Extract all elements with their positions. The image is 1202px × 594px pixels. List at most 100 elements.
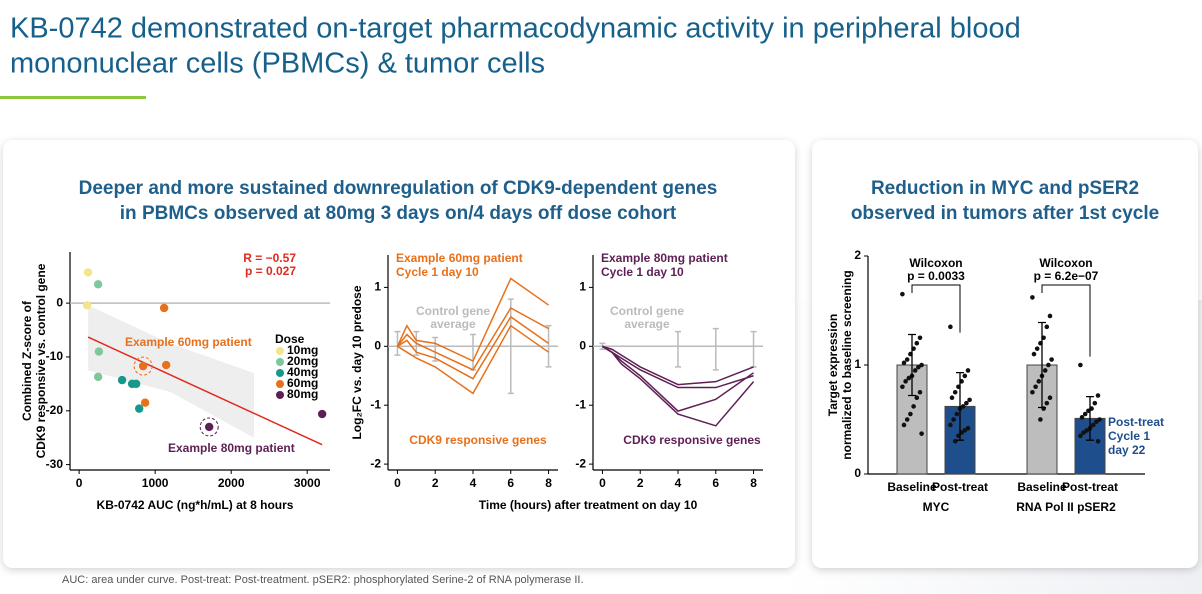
annotation: Example 80mg patient — [601, 251, 728, 265]
data-point — [917, 389, 923, 395]
x-tick-label: 4 — [675, 476, 682, 490]
error-bar — [432, 336, 439, 362]
y-tick-label: -1 — [370, 397, 381, 411]
data-point — [904, 357, 910, 362]
data-point — [914, 395, 920, 401]
data-point — [1038, 417, 1043, 422]
slide-title: mononuclear cells (PBMCs) & tumor cells — [10, 48, 545, 80]
x-axis-label: KB-0742 AUC (ng*h/mL) at 8 hours — [97, 498, 294, 512]
y-tick-label: -30 — [46, 457, 64, 471]
annotation: Cycle 1 day 10 — [601, 265, 684, 279]
data-point — [911, 404, 916, 409]
y-tick-label: -2 — [575, 456, 586, 470]
data-point — [1044, 324, 1050, 330]
annotation: Wilcoxon — [1039, 256, 1092, 270]
annotation: Example 80mg patient — [168, 441, 295, 455]
significance-bracket — [1041, 284, 1091, 357]
data-point — [912, 368, 918, 373]
error-bar — [1086, 395, 1094, 441]
left-panel — [3, 140, 795, 568]
legend-swatch — [276, 380, 284, 388]
scatter-point — [131, 379, 141, 389]
fit-line — [87, 336, 323, 446]
y-tick-label: -10 — [46, 349, 64, 363]
annotation: Post-treat — [1108, 415, 1164, 429]
x-tick-label: 0 — [599, 476, 606, 490]
scatter-point — [93, 372, 103, 382]
y-tick-label: -1 — [575, 397, 586, 411]
data-point — [914, 340, 920, 346]
data-point — [954, 411, 960, 417]
data-point — [901, 360, 907, 366]
annotation: day 22 — [1108, 443, 1146, 457]
data-point — [900, 291, 905, 297]
x-tick-label: 3000 — [294, 476, 321, 490]
data-point — [1092, 400, 1098, 406]
error-bar — [545, 324, 552, 368]
data-point — [1082, 411, 1088, 417]
bar-label: Baseline — [887, 480, 937, 494]
bar-label: Baseline — [1017, 480, 1067, 494]
annotation: Cycle 1 day 10 — [396, 265, 479, 279]
annotation: average — [624, 317, 670, 331]
x-axis-label: Time (hours) after treatment on day 10 — [479, 498, 698, 512]
annotation: Cycle 1 — [1108, 429, 1150, 443]
data-point — [1042, 368, 1048, 373]
scatter-point — [83, 268, 93, 277]
bar-label: Post-treat — [932, 480, 988, 494]
data-point — [1047, 313, 1053, 319]
annotation: R = −0.57 — [243, 251, 296, 265]
scatter-point — [159, 303, 169, 313]
data-point — [916, 364, 921, 370]
data-point — [906, 375, 912, 381]
legend-swatch — [276, 369, 284, 377]
data-point — [919, 431, 924, 436]
data-point — [901, 422, 907, 428]
annotation: CDK9 responsive genes — [409, 433, 547, 447]
scatter-point — [140, 398, 150, 407]
legend-label: 40mg — [287, 365, 318, 379]
data-point — [1081, 430, 1086, 435]
data-point — [962, 373, 968, 379]
y-axis-label: normalized to baseline screening — [840, 270, 854, 459]
x-tick-label: 8 — [545, 476, 552, 490]
data-point — [1094, 419, 1099, 424]
data-point — [1095, 393, 1101, 398]
y-tick-label: 0 — [56, 295, 63, 309]
x-tick-label: 1000 — [142, 476, 169, 490]
error-bar — [712, 327, 719, 371]
x-tick-label: 0 — [76, 476, 83, 490]
panel-title: Reduction in MYC and pSER2 — [871, 178, 1139, 199]
legend-title: Dose — [275, 332, 305, 346]
x-tick-label: 4 — [470, 476, 477, 490]
annotation: CDK9 responsive genes — [623, 433, 761, 447]
error-bar — [956, 371, 964, 441]
legend-swatch — [276, 347, 284, 355]
scatter-point — [94, 347, 104, 356]
data-point — [1044, 400, 1050, 406]
legend-label: 20mg — [287, 354, 318, 368]
data-point — [1034, 346, 1040, 351]
legend-label: 10mg — [287, 343, 318, 357]
panel-title: observed in tumors after 1st cycle — [851, 203, 1159, 224]
series-line — [602, 345, 755, 427]
legend-swatch — [276, 391, 284, 399]
y-tick-label: 0 — [374, 338, 381, 352]
data-point — [952, 389, 958, 395]
error-bar — [394, 330, 401, 356]
group-label: RNA Pol II pSER2 — [1016, 500, 1116, 514]
data-point — [908, 411, 913, 417]
annotation: Control gene — [610, 304, 684, 318]
y-axis-label: CDK9 responsive vs. control gene — [34, 263, 48, 458]
y-axis-label: Target expression — [826, 314, 840, 416]
annotation: Control gene — [416, 304, 490, 318]
data-point — [900, 384, 905, 390]
data-point — [1090, 422, 1096, 428]
series-line — [396, 277, 549, 363]
scatter-point — [117, 375, 127, 385]
panel-title: in PBMCs observed at 80mg 3 days on/4 da… — [120, 203, 677, 224]
series-line — [397, 315, 549, 380]
scatter-point — [317, 409, 327, 419]
